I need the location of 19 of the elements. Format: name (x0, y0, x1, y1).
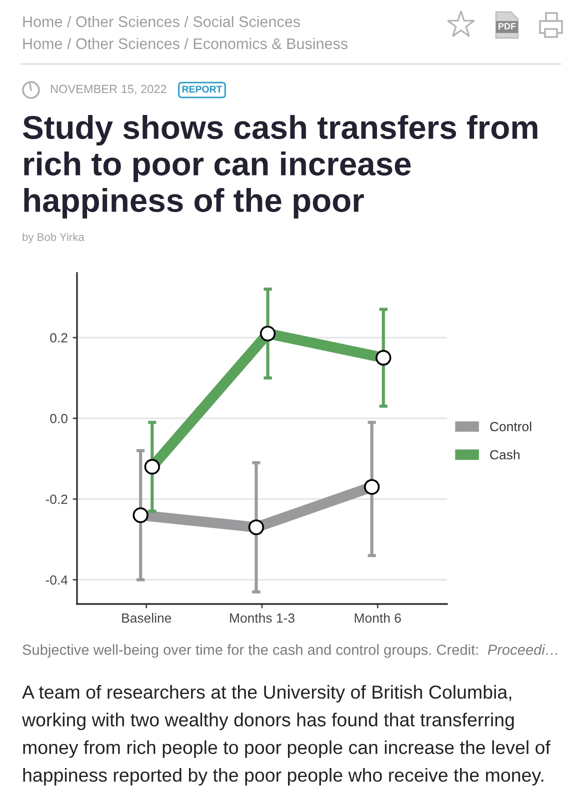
text: PDF (498, 23, 516, 30)
text: A team of researchers at the University of British Columbia, working with two wealthy donors has found that transferring money from rich people to poor people can increase the level of happiness reported by the poor people who receive the money. (22, 685, 550, 786)
text: Subjective well-being over time for the cash and control groups. Credit: (22, 644, 478, 658)
legend-label: Cash (490, 450, 520, 460)
text: Home / Other Sciences / Economics & Business (23, 38, 348, 50)
x-tick-label: Months 1-3 (230, 613, 294, 623)
y-tick-label: -0.4 (46, 575, 68, 585)
chart-title: Study shows cash transfers from rich to poor can increase happiness of the poor (22, 115, 538, 219)
text: by Bob Yirka (22, 232, 84, 244)
text: NOVEMBER 15, 2022 (50, 84, 166, 95)
x-tick-label: Baseline (122, 613, 172, 623)
x-tick-label: Month 6 (354, 613, 401, 623)
text: Proceedi… (488, 644, 558, 655)
y-tick-label: -0.2 (46, 494, 68, 504)
legend-label: Control (490, 422, 532, 432)
y-tick-label: 0.0 (50, 414, 68, 424)
text: Home / Other Sciences / Social Sciences (23, 16, 300, 28)
y-tick-label: 0.2 (50, 333, 68, 342)
text: REPORT (182, 86, 222, 93)
